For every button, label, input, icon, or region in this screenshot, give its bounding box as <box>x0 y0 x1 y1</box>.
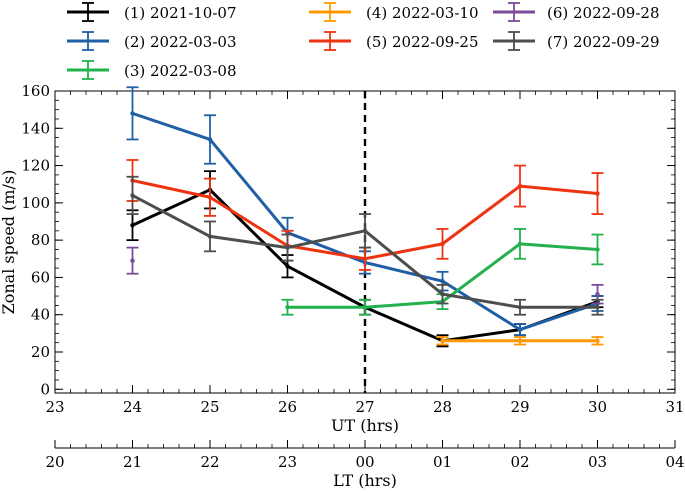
y-tick-label: 120 <box>21 157 50 175</box>
legend-item: (6) 2022-09-28 <box>493 2 660 22</box>
legend-label: (3) 2022-03-08 <box>124 62 237 80</box>
legend-item: (5) 2022-09-25 <box>309 31 479 51</box>
y-tick-label: 140 <box>21 119 50 137</box>
y-tick-label: 60 <box>31 268 50 286</box>
y-tick-label: 0 <box>40 380 50 398</box>
legend-item: (3) 2022-03-08 <box>67 60 237 80</box>
y-tick-label: 80 <box>31 231 50 249</box>
data-point <box>440 291 445 297</box>
legend-label: (4) 2022-03-10 <box>366 4 479 22</box>
legend-item: (1) 2021-10-07 <box>67 2 237 22</box>
lt-tick-label: 22 <box>200 453 219 471</box>
data-point <box>595 247 600 252</box>
data-point <box>517 338 523 344</box>
data-point <box>595 191 600 196</box>
legend-label: (5) 2022-09-25 <box>366 33 479 51</box>
x-tick-label: 28 <box>433 398 452 416</box>
legend-label: (6) 2022-09-28 <box>547 4 660 22</box>
y-tick-label: 100 <box>21 194 50 212</box>
x-axis-label: UT (hrs) <box>331 416 399 435</box>
x-tick-label: 30 <box>588 398 607 416</box>
legend-item: (2) 2022-03-03 <box>67 31 237 51</box>
legend-label: (1) 2021-10-07 <box>124 4 237 22</box>
data-point <box>285 264 290 269</box>
y-tick-label: 160 <box>21 82 50 100</box>
data-point <box>130 193 135 198</box>
data-point <box>517 241 523 247</box>
data-point <box>207 137 213 142</box>
data-point <box>362 256 368 261</box>
data-point <box>130 111 135 116</box>
data-point <box>285 245 290 250</box>
x-tick-label: 29 <box>510 398 529 416</box>
y-axis-label: Zonal speed (m/s) <box>0 170 18 315</box>
x-tick-label: 31 <box>665 398 684 416</box>
lt-tick-label: 00 <box>355 453 374 471</box>
lt-tick-label: 23 <box>278 453 297 471</box>
lt-tick-label: 04 <box>665 453 684 471</box>
data-point <box>595 338 600 344</box>
data-point <box>595 305 600 310</box>
tick-labels: 23 24 25 26 27 28 29 30 31 0 20 40 60 80 100 120 140 160 <box>21 82 684 416</box>
legend-item: (4) 2022-03-10 <box>309 2 479 22</box>
x-tick-label: 26 <box>278 398 297 416</box>
data-point <box>440 241 445 247</box>
lt-axis-label: LT (hrs) <box>333 471 397 490</box>
data-point <box>595 291 600 297</box>
x-tick-label: 24 <box>123 398 142 416</box>
legend-label: (7) 2022-09-29 <box>547 33 660 51</box>
x-tick-label: 27 <box>355 398 374 416</box>
y-tick-label: 40 <box>31 306 50 324</box>
lt-tick-label: 20 <box>45 453 64 471</box>
data-point <box>440 278 445 284</box>
data-point <box>440 338 445 344</box>
series-layer <box>126 86 604 348</box>
x-tick-label: 25 <box>200 398 219 416</box>
series-7 <box>126 175 604 316</box>
lt-tick-label: 03 <box>588 453 607 471</box>
data-point <box>285 305 290 310</box>
x-tick-label: 23 <box>45 398 64 416</box>
data-point <box>130 258 135 263</box>
legend: (1) 2021-10-07 (2) 2022-03-03 (3) 2022-03-… <box>67 2 660 80</box>
y-tick-label: 20 <box>31 343 50 361</box>
data-point <box>362 305 368 310</box>
data-point <box>207 234 213 239</box>
data-point <box>517 327 523 332</box>
legend-item: (7) 2022-09-29 <box>493 31 660 51</box>
lt-tick-label: 21 <box>123 453 142 471</box>
data-point <box>517 305 523 310</box>
lt-tick-label: 02 <box>510 453 529 471</box>
data-point <box>517 183 523 189</box>
series-4 <box>436 336 604 346</box>
data-point <box>130 223 135 228</box>
legend-label: (2) 2022-03-03 <box>124 33 237 51</box>
data-point <box>362 228 368 234</box>
data-point <box>207 195 213 200</box>
lt-axis: 20 21 22 23 00 01 02 03 04 <box>45 440 685 471</box>
lt-tick-label: 01 <box>433 453 452 471</box>
